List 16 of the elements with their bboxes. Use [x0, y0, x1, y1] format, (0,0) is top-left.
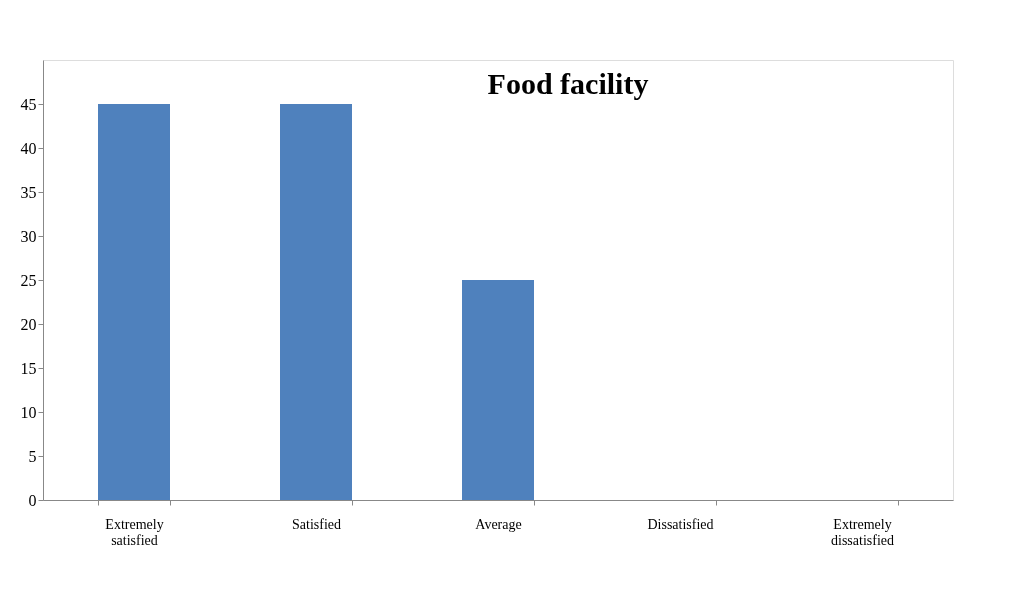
- y-tick-label: 15: [20, 359, 37, 377]
- y-tick-label: 40: [20, 139, 37, 157]
- y-tick-label: 45: [20, 95, 37, 113]
- x-tick-label: Extremely satisfied: [105, 516, 164, 548]
- x-tick-label: Dissatisfied: [647, 516, 714, 532]
- y-tick-label: 25: [20, 271, 37, 289]
- x-tick-label: Extremely dissatisfied: [831, 516, 894, 548]
- y-tick-label: 0: [28, 491, 37, 509]
- chart-title: Food facility: [487, 67, 649, 100]
- y-tick-label: 20: [20, 315, 37, 333]
- y-tick-label: 30: [20, 227, 37, 245]
- y-tick-label: 5: [28, 447, 37, 465]
- y-tick-label: 35: [20, 183, 37, 201]
- y-tick-label: 10: [20, 403, 37, 421]
- x-tick-label: Average: [475, 516, 522, 532]
- x-tick-label: Satisfied: [292, 516, 341, 532]
